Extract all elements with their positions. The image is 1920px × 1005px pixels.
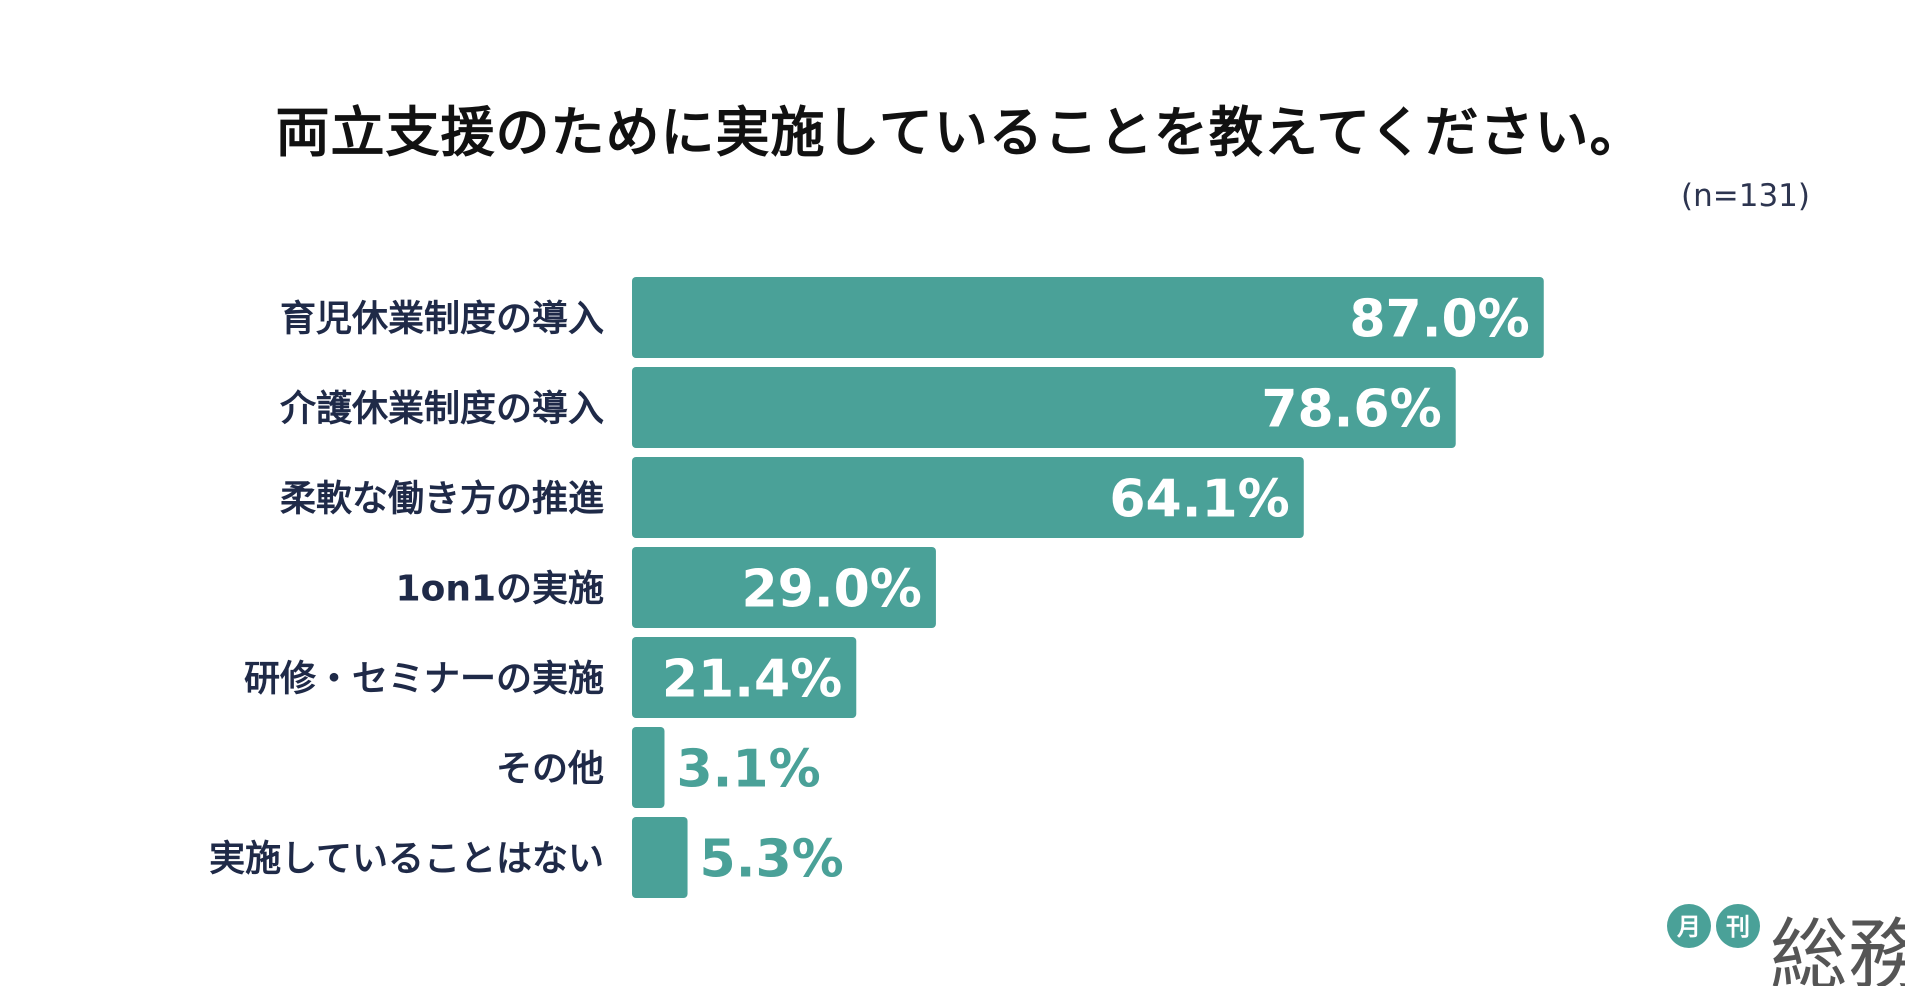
value-label: 87.0% — [1349, 290, 1529, 350]
bar-row: 実施していることはない 5.3% — [209, 817, 844, 898]
value-label: 78.6% — [1261, 380, 1441, 440]
bar — [632, 367, 1456, 448]
category-label: 柔軟な働き方の推進 — [280, 479, 604, 520]
bar-row: 柔軟な働き方の推進 64.1% — [280, 457, 1304, 538]
logo-circle-2 — [1716, 904, 1760, 948]
value-label: 21.4% — [662, 650, 842, 710]
bar-row: 1on1の実施 29.0% — [396, 547, 936, 628]
monthly-soumu-logo: 月 刊 総務 — [1667, 904, 1905, 986]
value-label: 64.1% — [1109, 470, 1289, 530]
category-label: 介護休業制度の導入 — [280, 389, 604, 430]
bar — [632, 817, 688, 898]
bar — [632, 637, 857, 718]
logo-circle-2-text: 刊 — [1726, 913, 1750, 941]
category-label: その他 — [496, 749, 604, 790]
logo-wordmark: 総務 — [1770, 911, 1905, 986]
category-label: 1on1の実施 — [396, 569, 604, 610]
logo-circle-1 — [1667, 904, 1711, 948]
bar-row: その他 3.1% — [496, 727, 821, 808]
category-label: 研修・セミナーの実施 — [244, 659, 604, 700]
bar — [632, 727, 665, 808]
bar-row: 介護休業制度の導入 78.6% — [280, 367, 1456, 448]
category-label: 実施していることはない — [209, 839, 604, 880]
chart-title: 両立支援のために実施していることを教えてください。 — [275, 101, 1645, 164]
logo-circle-1-text: 月 — [1676, 913, 1701, 941]
bar — [632, 547, 936, 628]
bar — [632, 277, 1544, 358]
value-label: 29.0% — [742, 560, 922, 620]
sample-size-note: (n=131) — [1681, 178, 1810, 214]
category-label: 育児休業制度の導入 — [280, 299, 604, 340]
value-label: 3.1% — [676, 740, 820, 800]
bar-row: 研修・セミナーの実施 21.4% — [244, 637, 857, 718]
bar — [632, 457, 1304, 538]
bar-row: 育児休業制度の導入 87.0% — [280, 277, 1544, 358]
value-label: 5.3% — [700, 830, 844, 890]
